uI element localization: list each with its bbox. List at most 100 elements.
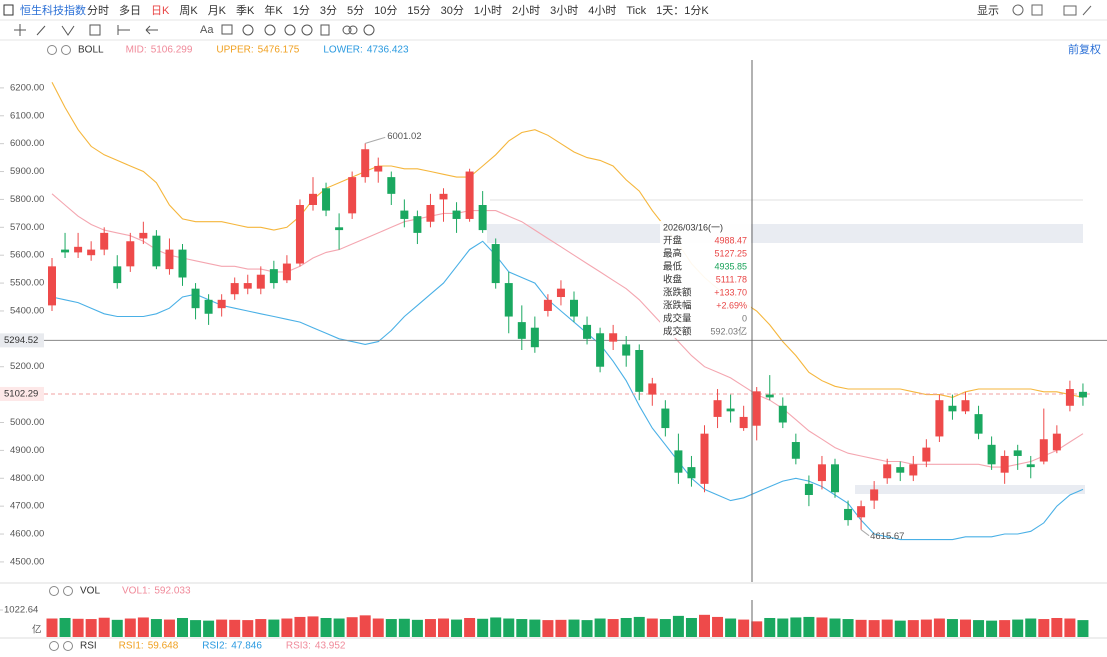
volume-bar: [124, 618, 136, 637]
legend-value: 47.846: [231, 641, 262, 652]
period-tab[interactable]: 年K: [264, 3, 283, 17]
volume-bar: [659, 619, 671, 637]
tool-icon[interactable]: [242, 24, 254, 36]
period-tab[interactable]: 日K: [151, 5, 170, 17]
legend-name: RSI: [80, 641, 97, 652]
candle-body: [230, 283, 239, 295]
candle-body: [282, 263, 291, 281]
period-tab[interactable]: 30分: [441, 4, 464, 17]
period-tab[interactable]: 2小时: [512, 4, 540, 17]
vol-tick-label: 1022.64: [4, 605, 38, 616]
tool-icon[interactable]: [363, 24, 375, 36]
volume-bar: [620, 617, 632, 637]
volume-bar: [751, 621, 763, 637]
y-tick-label: 6100.00: [10, 110, 44, 121]
volume-bar: [542, 620, 554, 637]
candle-body: [752, 391, 761, 426]
volume-bar: [111, 619, 123, 637]
y-tick-label: 6200.00: [10, 82, 44, 93]
volume-bar: [216, 619, 228, 637]
settings-icon[interactable]: [1012, 4, 1024, 16]
volume-bar: [829, 618, 841, 637]
period-tab[interactable]: Tick: [626, 5, 646, 17]
volume-bar: [881, 619, 893, 637]
tool-icon[interactable]: [61, 25, 75, 36]
candle-body: [361, 149, 370, 178]
tooltip: 2026/03/16(一) 开盘 4988.47 最高 5127.25 最低 4935.85…: [660, 221, 751, 338]
tool-icon[interactable]: [284, 24, 296, 36]
camera-icon[interactable]: [1063, 5, 1077, 16]
tool-icon[interactable]: [14, 24, 26, 36]
tool-icon[interactable]: [264, 24, 276, 36]
symbol-name[interactable]: 恒生科技指数: [20, 3, 86, 17]
tool-text[interactable]: Aa: [200, 24, 214, 36]
period-tab[interactable]: 3小时: [550, 4, 578, 17]
candle-body: [322, 188, 331, 211]
vol-unit: 亿: [32, 624, 42, 636]
period-tab[interactable]: 月K: [208, 5, 227, 17]
candle-body: [87, 249, 96, 256]
period-tab[interactable]: 4小时: [588, 4, 616, 17]
candle-body: [309, 193, 317, 205]
volume-bar: [307, 616, 319, 637]
period-tab[interactable]: 5分: [347, 4, 364, 17]
tool-icon[interactable]: [36, 25, 46, 36]
candle-body: [504, 283, 513, 317]
legend-value: 5106.299: [151, 45, 193, 56]
volume-bar: [46, 618, 58, 637]
candle-body: [609, 333, 618, 342]
display-menu[interactable]: 显示: [977, 4, 999, 17]
edit-icon[interactable]: [1082, 5, 1092, 16]
volume-bar: [359, 615, 371, 637]
tool-icon[interactable]: [320, 24, 330, 36]
y-tick-label: 5800.00: [10, 194, 44, 205]
candle-body: [517, 322, 526, 339]
candle-body: [622, 344, 631, 356]
period-tab[interactable]: 10分: [374, 4, 397, 17]
y-tick-label: 4600.00: [10, 529, 44, 540]
tool-icon[interactable]: [342, 25, 352, 35]
legend-icon[interactable]: [63, 641, 73, 651]
period-tab[interactable]: 15分: [407, 4, 430, 17]
legend-icon[interactable]: [47, 45, 57, 55]
legend-icon[interactable]: [63, 586, 73, 596]
period-tab[interactable]: 1天：1分K: [656, 4, 709, 17]
legend-label: RSI1:: [119, 641, 144, 652]
period-tab[interactable]: 1分: [293, 4, 310, 17]
period-tab[interactable]: 多日: [119, 3, 141, 17]
candle-body: [374, 165, 383, 172]
candle-body: [165, 249, 174, 270]
period-tab[interactable]: 周K: [179, 4, 198, 17]
volume-bar: [764, 617, 776, 637]
volume-bar: [1012, 619, 1024, 637]
layout-icon[interactable]: [1031, 4, 1043, 16]
candle-body: [139, 232, 148, 239]
draw-tools: [14, 24, 375, 36]
tool-icon[interactable]: [301, 24, 313, 36]
y-tick-label: 4900.00: [10, 445, 44, 456]
volume-bar: [438, 618, 449, 637]
tool-icon[interactable]: [145, 25, 158, 35]
candle-body: [478, 205, 487, 231]
tooltip-value: 0: [742, 313, 747, 323]
legend-icon[interactable]: [49, 641, 59, 651]
legend-icon[interactable]: [49, 586, 59, 596]
adjust-mode[interactable]: 前复权: [1068, 42, 1101, 56]
volume-bar: [946, 619, 958, 637]
min-label: 4615.67: [870, 531, 904, 542]
volume-bar: [855, 619, 867, 637]
candle-body: [113, 266, 122, 284]
candle-body: [635, 350, 644, 392]
tool-icon[interactable]: [89, 24, 101, 36]
period-tab[interactable]: 1小时: [474, 4, 502, 17]
candle-body: [765, 394, 774, 398]
tool-icon[interactable]: [117, 25, 130, 35]
tooltip-value: 5127.25: [714, 248, 747, 258]
period-tab[interactable]: 分时: [87, 4, 109, 17]
period-tab[interactable]: 季K: [236, 4, 255, 17]
tool-icon[interactable]: [348, 25, 358, 35]
period-tab[interactable]: 3分: [320, 4, 337, 17]
tool-icon[interactable]: [221, 24, 233, 35]
legend-icon[interactable]: [61, 45, 71, 55]
sidebar-icon[interactable]: [3, 4, 14, 16]
